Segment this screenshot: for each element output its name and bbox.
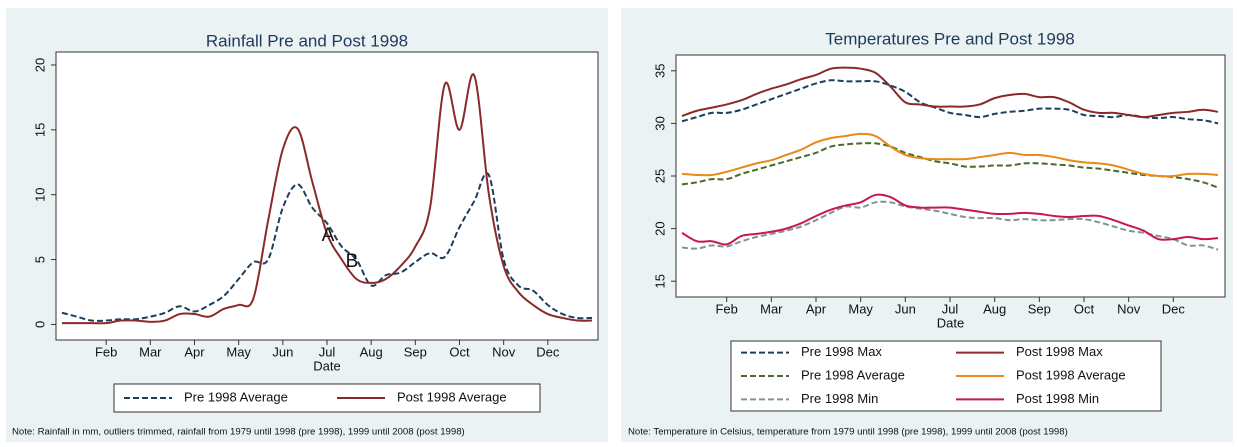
x-tick-label: Apr xyxy=(184,344,205,359)
legend-label: Pre 1998 Average xyxy=(184,389,288,404)
x-tick-label: Jun xyxy=(272,344,293,359)
y-tick-label: 15 xyxy=(652,274,667,288)
x-tick-label: Nov xyxy=(492,344,516,359)
y-tick-label: 0 xyxy=(32,321,47,328)
legend-label: Post 1998 Min xyxy=(1016,391,1099,406)
plot-area xyxy=(675,54,1226,298)
y-tick-label: 5 xyxy=(32,256,47,263)
x-tick-label: Dec xyxy=(536,344,560,359)
series-line xyxy=(681,193,1219,246)
x-tick-label: Aug xyxy=(983,301,1006,316)
series-line xyxy=(681,132,1219,178)
y-tick-label: 20 xyxy=(652,221,667,235)
x-tick-label: May xyxy=(226,344,251,359)
x-tick-label: Mar xyxy=(760,301,783,316)
legend-label: Pre 1998 Max xyxy=(801,344,882,359)
x-tick-label: Sep xyxy=(1028,301,1051,316)
x-tick-label: Feb xyxy=(95,344,117,359)
x-tick-label: Jul xyxy=(942,301,959,316)
legend-label: Post 1998 Max xyxy=(1016,344,1103,359)
y-tick-label: 10 xyxy=(32,187,47,201)
legend-label: Post 1998 Average xyxy=(397,389,507,404)
y-tick-label: 25 xyxy=(652,169,667,183)
note: Note: Rainfall in mm, outliers trimmed, … xyxy=(12,427,465,438)
legend-label: Post 1998 Average xyxy=(1016,367,1126,382)
series-line xyxy=(681,200,1219,251)
x-tick-label: Oct xyxy=(1074,301,1095,316)
x-axis-label: Date xyxy=(937,315,964,330)
x-tick-label: Sep xyxy=(404,344,427,359)
x-tick-label: Mar xyxy=(139,344,162,359)
chart-title: Temperatures Pre and Post 1998 xyxy=(825,29,1074,48)
x-tick-label: Jul xyxy=(319,344,336,359)
annotation: A xyxy=(322,225,335,246)
x-tick-label: Nov xyxy=(1117,301,1141,316)
annotation: B xyxy=(346,251,359,272)
x-tick-label: Apr xyxy=(806,301,827,316)
x-tick-label: Feb xyxy=(715,301,737,316)
x-tick-label: Jun xyxy=(895,301,916,316)
y-tick-label: 15 xyxy=(32,123,47,137)
legend-label: Pre 1998 Min xyxy=(801,391,878,406)
x-tick-label: Dec xyxy=(1162,301,1186,316)
y-tick-label: 30 xyxy=(652,116,667,130)
legend-label: Pre 1998 Average xyxy=(801,367,905,382)
legend xyxy=(730,340,1162,412)
chart-title: Rainfall Pre and Post 1998 xyxy=(206,31,408,50)
y-tick-label: 35 xyxy=(652,64,667,78)
x-tick-label: Aug xyxy=(360,344,383,359)
series-line xyxy=(681,142,1219,189)
series-line xyxy=(61,73,593,325)
plot-area xyxy=(55,51,599,341)
x-axis-label: Date xyxy=(313,358,340,373)
x-tick-label: Oct xyxy=(449,344,470,359)
series-line xyxy=(61,172,593,322)
y-tick-label: 20 xyxy=(32,58,47,72)
series-line xyxy=(681,66,1219,119)
note: Note: Temperature in Celsius, temperatur… xyxy=(628,427,1068,438)
legend xyxy=(113,383,541,413)
x-tick-label: May xyxy=(848,301,873,316)
